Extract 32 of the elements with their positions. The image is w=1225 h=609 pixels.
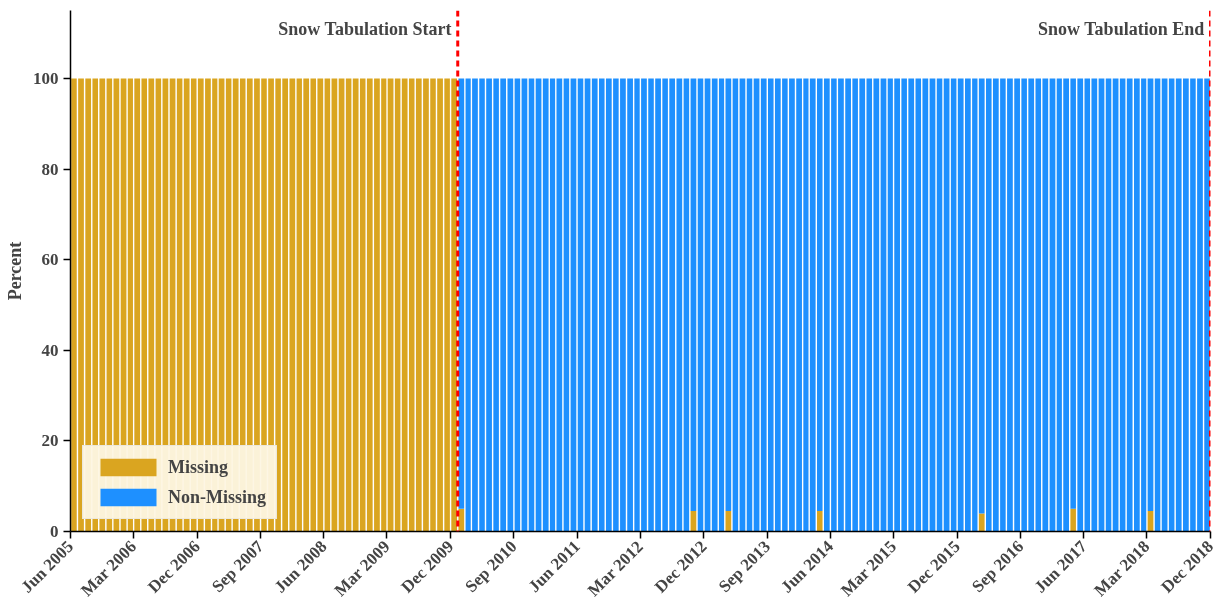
bar [577,78,584,532]
y-tick-label: 60 [41,250,59,270]
bar [1154,78,1161,532]
y-tick-label: 20 [41,431,59,451]
bar [978,513,985,532]
bar [528,78,535,532]
ref-line-label: Snow Tabulation Start [278,18,452,39]
y-tick-label: 0 [50,522,59,541]
bar [1105,78,1112,532]
bar [683,78,690,532]
ref-line-label: Snow Tabulation End [1038,18,1205,39]
bar [563,78,570,532]
bar [697,78,704,532]
bar [732,78,739,532]
legend-label: Non-Missing [168,486,267,508]
bar [324,78,331,532]
legend-label: Missing [168,456,229,478]
bar [514,78,521,532]
bar [725,511,732,532]
y-axis-title: Percent [5,241,25,301]
bar [746,78,753,532]
y-tick-label: 100 [33,68,59,88]
y-tick-label: 80 [41,159,59,179]
bar [1168,78,1175,532]
bar [1119,78,1126,532]
bar [817,511,823,532]
bar [1070,508,1076,532]
bar [345,78,352,532]
y-tick-label: 40 [41,340,59,360]
bar [950,78,957,532]
bar [936,78,943,532]
bar [394,78,401,532]
